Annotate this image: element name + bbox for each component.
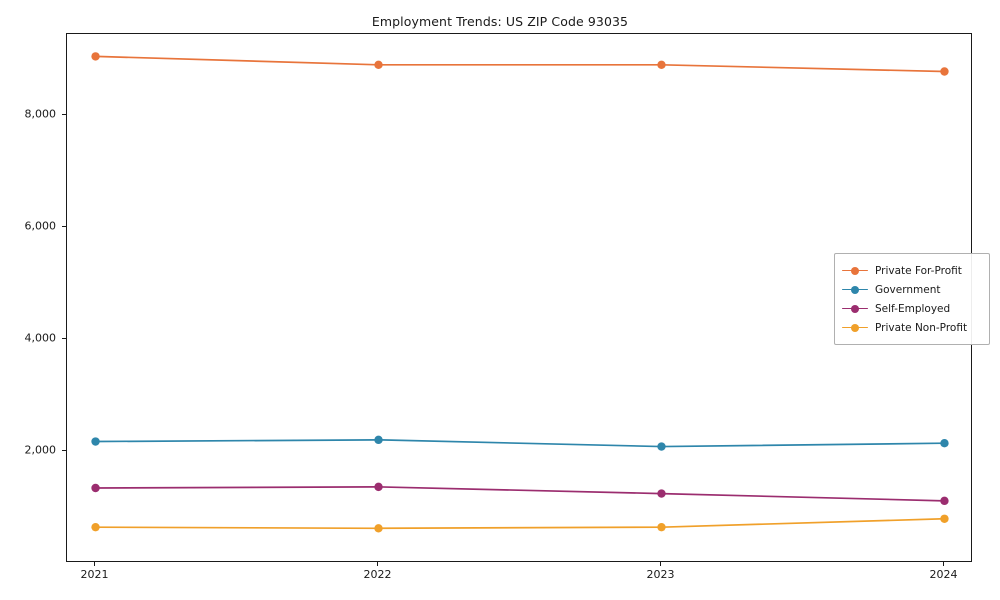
series-line: [94, 439, 946, 448]
legend-marker-icon: [851, 304, 859, 313]
data-point: [374, 435, 383, 445]
data-point: [91, 52, 100, 61]
data-point: [374, 482, 383, 492]
legend-label: Government: [875, 283, 941, 296]
x-tick-mark: [94, 562, 96, 566]
data-point: [374, 60, 383, 69]
series-line: [94, 486, 946, 502]
series-private-for-profit: [91, 52, 949, 76]
data-point: [374, 524, 383, 533]
x-tick-mark: [942, 562, 945, 566]
legend-label: Private Non-Profit: [875, 321, 968, 334]
y-tick-mark: [62, 225, 66, 227]
legend-swatch: [842, 284, 868, 296]
y-tick-label: 8,000: [24, 107, 57, 121]
y-tick-label: 2,000: [24, 443, 57, 457]
y-tick-label: 6,000: [24, 219, 57, 233]
data-point: [657, 60, 666, 69]
legend-item: Government: [842, 280, 983, 299]
y-tick-mark: [62, 337, 66, 339]
data-point: [91, 483, 100, 493]
x-tick-mark: [377, 562, 379, 566]
data-point: [657, 442, 666, 451]
legend-swatch: [842, 303, 868, 315]
x-tick-label: 2021: [80, 568, 109, 581]
y-tick-label: 4,000: [24, 331, 57, 345]
chart-legend: Private For-Profit Government Self-Employe…: [834, 253, 990, 345]
legend-swatch: [842, 322, 868, 334]
legend-label: Private For-Profit: [875, 264, 962, 277]
series-line: [94, 55, 946, 73]
series-self-employed: [91, 482, 949, 506]
data-point: [940, 439, 949, 448]
legend-item: Self-Employed: [842, 299, 983, 318]
legend-marker-icon: [851, 266, 859, 275]
chart-title: Employment Trends: US ZIP Code 93035: [371, 14, 629, 29]
data-point: [91, 437, 100, 446]
legend-item: Private Non-Profit: [842, 318, 983, 337]
series-private-non-profit: [91, 514, 949, 533]
legend-item: Private For-Profit: [842, 261, 983, 280]
data-point: [91, 522, 100, 532]
data-point: [940, 514, 949, 523]
legend-marker-icon: [851, 285, 859, 294]
data-point: [940, 496, 949, 506]
series-government: [91, 435, 949, 451]
y-tick-mark: [62, 449, 66, 451]
data-point: [940, 67, 949, 76]
x-tick-label: 2023: [646, 568, 675, 581]
series-canvas: [91, 52, 949, 533]
y-tick-mark: [62, 113, 66, 115]
x-tick-mark: [659, 562, 662, 566]
plot-area: [66, 33, 972, 562]
series-line: [94, 517, 946, 530]
legend-marker-icon: [851, 323, 859, 332]
data-point: [657, 522, 666, 532]
legend-label: Self-Employed: [875, 302, 951, 315]
x-tick-label: 2024: [929, 568, 958, 581]
data-point: [657, 489, 666, 498]
legend-swatch: [842, 265, 868, 277]
x-tick-label: 2022: [363, 568, 392, 581]
